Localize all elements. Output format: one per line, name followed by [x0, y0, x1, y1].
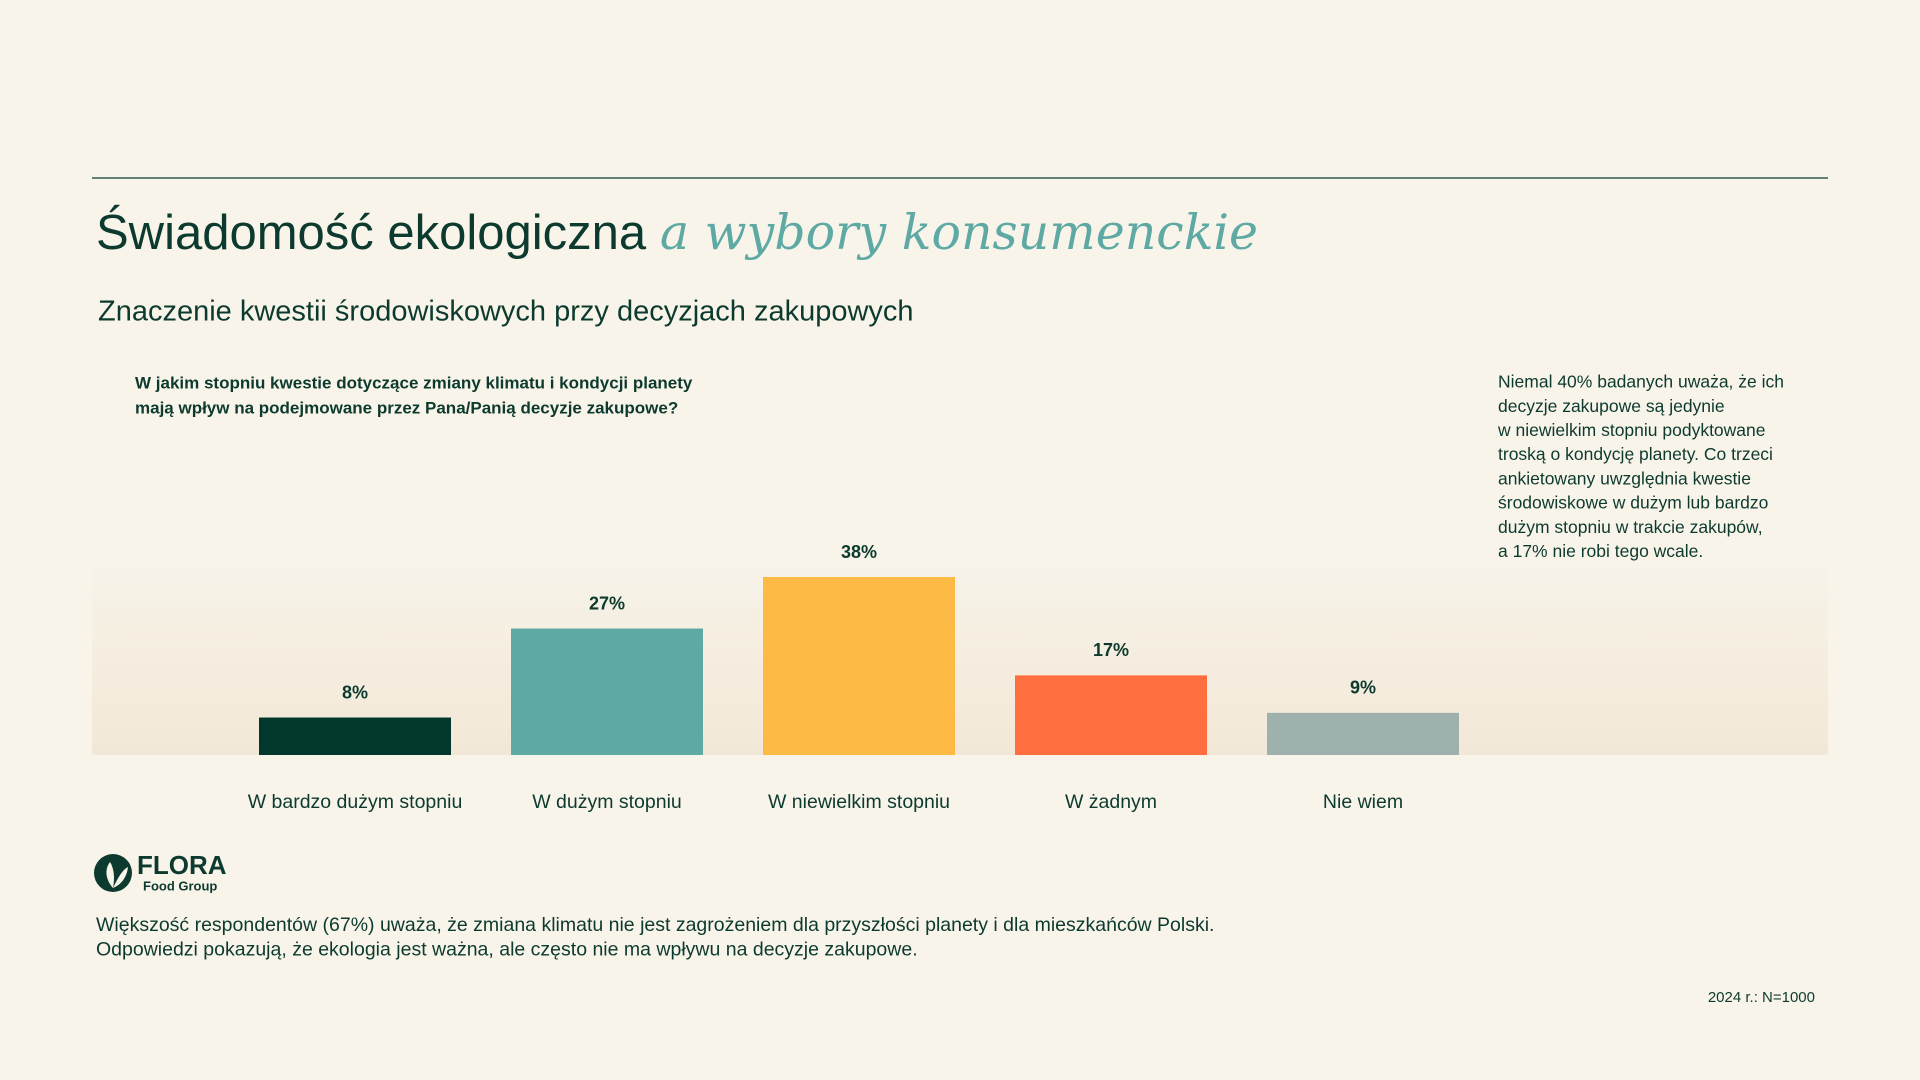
footer-text: Odpowiedzi pokazują, że ekologia jest wa… [96, 939, 918, 961]
bar [1267, 712, 1459, 755]
note: Niemal 40% badanych uważa, że ich [1498, 372, 1784, 392]
x-tick-label: W dużym stopniu [532, 791, 682, 813]
data-label: 27% [589, 593, 625, 613]
title: Świadomość ekologiczna a wybory konsumen… [96, 204, 1258, 261]
note: w niewielkim stopniu podyktowane [1497, 420, 1766, 440]
question: mają wpływ na podejmowane przez Pana/Pan… [135, 398, 678, 417]
data-label: 8% [342, 682, 368, 702]
note: a 17% nie robi tego wcale. [1498, 541, 1703, 561]
title-accent: a wybory konsumenckie [660, 204, 1258, 261]
x-tick-label: Nie wiem [1323, 791, 1403, 813]
bar [1015, 675, 1207, 755]
note: decyzje zakupowe są jedynie [1498, 396, 1725, 416]
x-tick-label: W bardzo dużym stopniu [248, 791, 463, 813]
title-main: Świadomość ekologiczna [96, 205, 647, 260]
data-label: 17% [1093, 640, 1129, 660]
bar [259, 717, 451, 755]
note: ankietowany uwzględnia kwestie [1498, 468, 1751, 488]
x-tick-label: W żadnym [1065, 791, 1157, 813]
bar [511, 628, 703, 755]
sample-size: 2024 r.: N=1000 [1708, 989, 1815, 1006]
subtitle: Znaczenie kwestii środowiskowych przy de… [98, 296, 914, 328]
note: troską o kondycję planety. Co trzeci [1498, 444, 1773, 464]
bar [763, 577, 955, 755]
question: W jakim stopniu kwestie dotyczące zmiany… [135, 373, 693, 392]
logo-tagline: Food Group [143, 878, 217, 893]
data-label: 9% [1350, 678, 1376, 698]
logo-leaf [106, 862, 128, 888]
note: środowiskowe w dużym lub bardzo [1498, 493, 1768, 513]
footer-text: Większość respondentów (67%) uważa, że z… [96, 914, 1214, 936]
data-label: 38% [841, 542, 877, 562]
note: dużym stopniu w trakcie zakupów, [1498, 517, 1763, 537]
logo-name: FLORA [137, 850, 227, 880]
x-tick-label: W niewielkim stopniu [768, 791, 950, 813]
